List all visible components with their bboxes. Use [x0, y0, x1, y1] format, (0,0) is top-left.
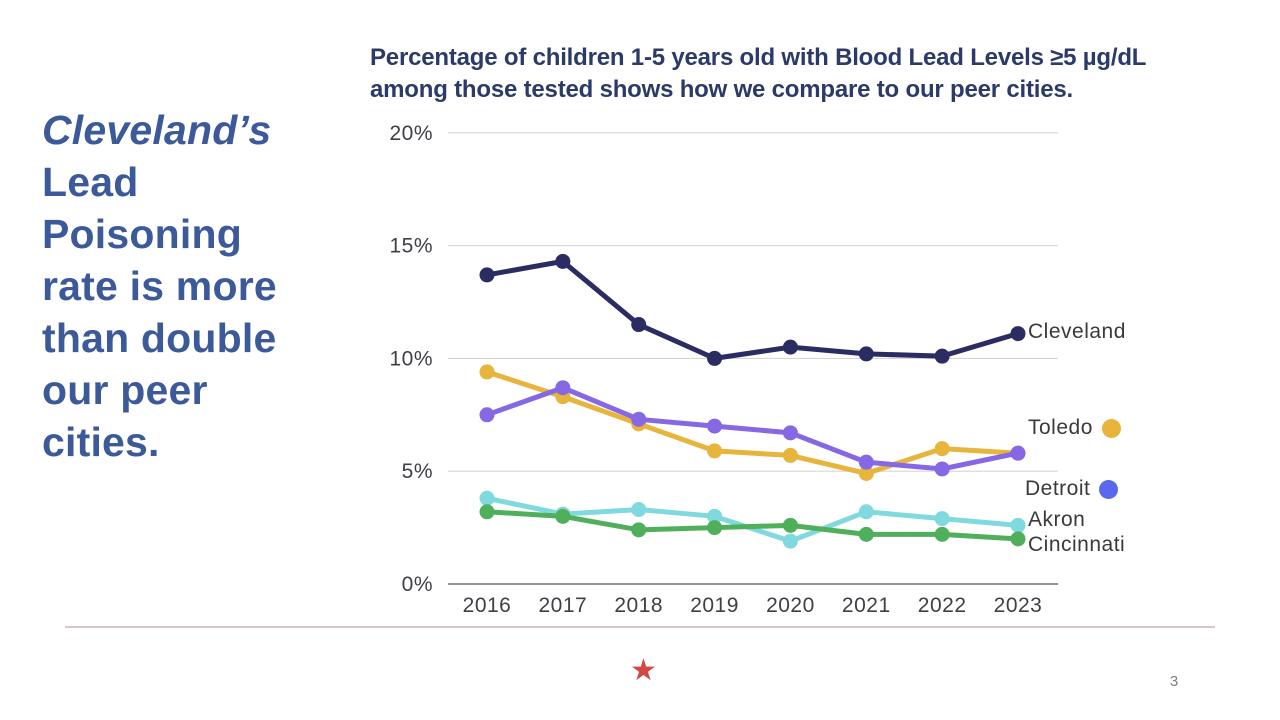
data-point-akron — [631, 502, 647, 518]
x-tick-label: 2023 — [994, 594, 1043, 617]
legend-item-toledo: Toledo — [1028, 416, 1121, 440]
data-point-akron — [1010, 517, 1026, 533]
series-cleveland — [479, 253, 1026, 366]
y-tick-label: 20% — [389, 122, 433, 145]
legend-label-cleveland: Cleveland — [1028, 320, 1126, 343]
headline: Cleveland’s Lead Poisoning rate is more than… — [42, 104, 342, 468]
series-line-toledo — [484, 369, 1021, 476]
data-point-cleveland — [631, 317, 647, 333]
headline-line: our peer — [42, 367, 208, 413]
data-point-detroit — [1010, 445, 1026, 461]
data-point-toledo — [858, 465, 874, 481]
headline-line: Lead — [42, 159, 139, 205]
headline-line: rate is more — [42, 263, 277, 309]
series-cincinnati — [479, 504, 1026, 547]
legend-item-cleveland: Cleveland — [1028, 320, 1126, 344]
data-point-toledo — [934, 441, 950, 457]
data-point-detroit — [555, 380, 571, 396]
data-point-akron — [934, 511, 950, 527]
chart-title-line2: among those tested shows how we compare … — [370, 76, 1074, 103]
data-point-cincinnati — [934, 526, 950, 542]
star-icon: ★ — [630, 653, 657, 688]
page-number: 3 — [1169, 673, 1179, 690]
y-tick-label: 15% — [389, 235, 433, 258]
x-tick-label: 2017 — [538, 594, 587, 617]
data-point-detroit — [479, 407, 495, 423]
legend-item-detroit: Detroit — [1025, 477, 1119, 501]
data-point-cincinnati — [1010, 531, 1026, 547]
legend-label-cincinnati: Cincinnati — [1028, 533, 1126, 556]
legend-dot-icon-detroit — [1099, 479, 1119, 499]
data-point-detroit — [934, 461, 950, 477]
data-point-cleveland — [858, 346, 874, 362]
legend-item-cincinnati: Cincinnati — [1028, 533, 1125, 557]
data-point-cincinnati — [707, 520, 723, 536]
data-point-cincinnati — [555, 508, 571, 524]
data-point-akron — [707, 508, 723, 524]
data-point-detroit — [858, 454, 874, 470]
data-point-cleveland — [934, 348, 950, 364]
x-tick-label: 2019 — [690, 594, 739, 617]
legend-label-toledo: Toledo — [1028, 416, 1093, 439]
legend-dot-icon-toledo — [1101, 418, 1121, 438]
x-tick-label: 2022 — [918, 594, 967, 617]
x-tick-label: 2020 — [766, 594, 815, 617]
divider-line — [65, 626, 1215, 628]
data-point-detroit — [707, 418, 723, 434]
headline-emphasis: Cleveland’s — [42, 107, 272, 153]
headline-line: than double — [42, 315, 277, 361]
data-point-akron — [858, 504, 874, 520]
data-point-toledo — [707, 443, 723, 459]
data-point-akron — [782, 533, 798, 549]
x-tick-label: 2021 — [842, 594, 891, 617]
data-point-cincinnati — [782, 517, 798, 533]
series-line-cleveland — [484, 258, 1021, 361]
data-point-detroit — [782, 425, 798, 441]
series-line-detroit — [484, 385, 1021, 472]
data-point-cincinnati — [631, 522, 647, 538]
headline-line: cities. — [42, 419, 160, 465]
legend-label-detroit: Detroit — [1025, 477, 1091, 500]
x-tick-label: 2018 — [614, 594, 663, 617]
legend-label-akron: Akron — [1028, 508, 1086, 531]
y-tick-label: 5% — [402, 460, 433, 483]
headline-line: Poisoning — [42, 211, 242, 257]
data-point-cincinnati — [479, 504, 495, 520]
y-tick-label: 0% — [402, 573, 433, 596]
data-point-cleveland — [1010, 326, 1026, 342]
y-tick-label: 10% — [389, 347, 433, 370]
data-point-toledo — [479, 364, 495, 380]
series-detroit — [479, 380, 1026, 477]
x-tick-label: 2016 — [463, 594, 512, 617]
legend-item-akron: Akron — [1028, 508, 1085, 532]
chart-title-line1: Percentage of children 1-5 years old wit… — [370, 44, 1147, 71]
data-point-cleveland — [555, 253, 571, 269]
data-point-cleveland — [782, 339, 798, 355]
chart-title: Percentage of children 1-5 years old wit… — [370, 42, 1230, 106]
data-point-toledo — [782, 447, 798, 463]
data-point-cleveland — [707, 350, 723, 366]
data-point-akron — [479, 490, 495, 506]
data-point-detroit — [631, 411, 647, 427]
data-point-cincinnati — [858, 526, 874, 542]
series-line-cincinnati — [484, 509, 1021, 542]
data-point-cleveland — [479, 267, 495, 283]
